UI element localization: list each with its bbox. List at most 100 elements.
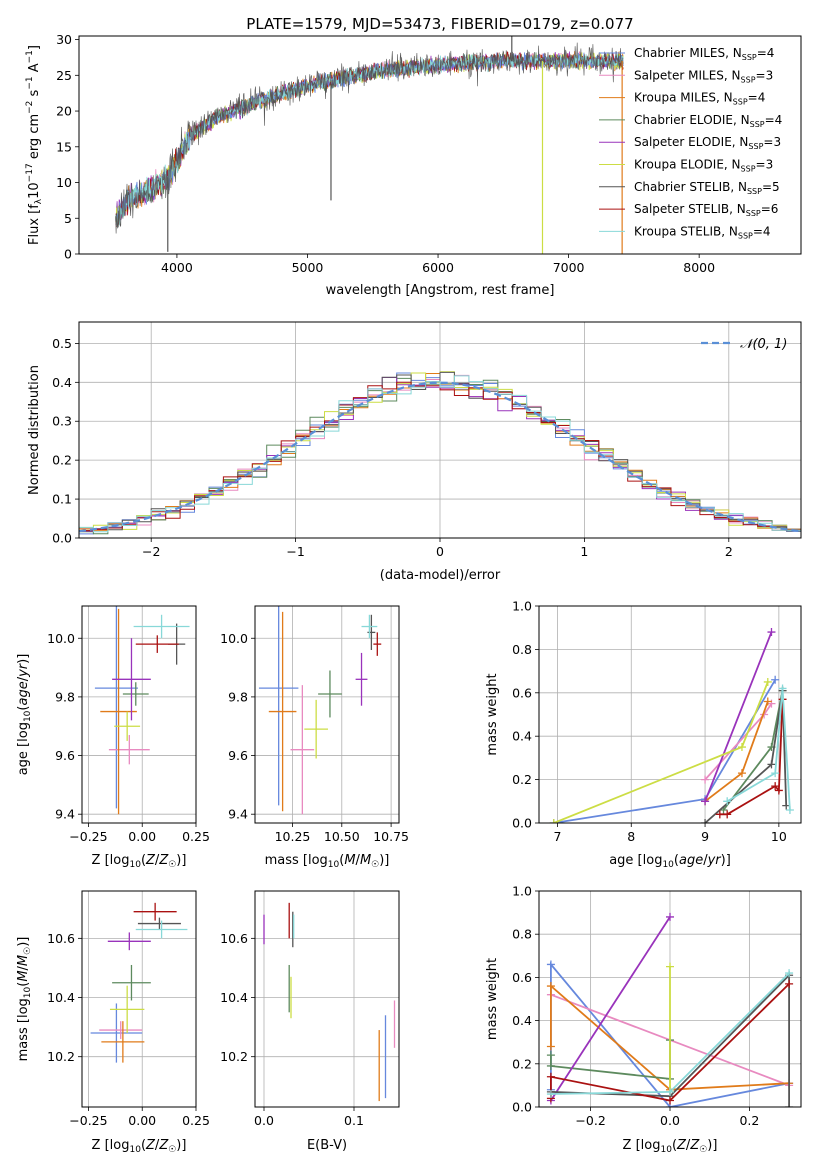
- errorbar-point-salpeter-miles: [290, 685, 315, 815]
- legend-entry: Salpeter ELODIE, NSSP=3: [634, 135, 781, 151]
- legend-entry: Chabrier STELIB, NSSP=5: [634, 180, 780, 196]
- weight-marker: [785, 969, 794, 978]
- y-tick-label: 0.0: [512, 1100, 532, 1115]
- x-tick-label: −1: [286, 544, 304, 559]
- weight-marker: [785, 979, 794, 988]
- x-tick-label: 8: [627, 829, 635, 844]
- axes-frame: [81, 605, 197, 824]
- axes-frame: [254, 605, 400, 824]
- hist-step-salpeter-stelib: [79, 381, 801, 532]
- errorbar-point-kroupa-miles: [100, 608, 137, 815]
- errorbar-point-salpeter-elodie: [355, 652, 368, 706]
- y-tick-label: 0.6: [512, 970, 532, 985]
- weight-marker: [778, 684, 787, 693]
- weight-line-chabrier-stelib: [550, 973, 790, 1107]
- y-axis-label: mass [log10(M/M☉)]: [16, 937, 33, 1062]
- weight-marker: [723, 810, 732, 819]
- y-tick-label: 30: [56, 32, 72, 47]
- x-tick-label: 10.75: [373, 829, 409, 844]
- x-tick-label: 0.25: [182, 1113, 210, 1128]
- errorbar-point-salpeter-miles: [99, 1021, 143, 1039]
- y-tick-label: 9.8: [55, 689, 75, 704]
- legend-entry: Kroupa ELODIE, NSSP=3: [634, 158, 773, 174]
- y-tick-label: 9.4: [228, 807, 248, 822]
- weight-marker: [737, 743, 746, 752]
- weight-marker: [723, 797, 732, 806]
- y-tick-label: 0.8: [512, 927, 532, 942]
- legend-entry: Salpeter MILES, NSSP=3: [634, 68, 773, 84]
- weight-marker: [546, 1042, 555, 1051]
- errorbar-point-chabrier-elodie: [122, 682, 149, 706]
- errorbar-point-kroupa-stelib: [133, 614, 190, 639]
- y-axis-label: Normed distribution: [27, 365, 42, 495]
- errorbar-point-kroupa-miles: [101, 1021, 145, 1063]
- errorbar-point-kroupa-stelib: [361, 614, 378, 639]
- x-tick-label: 1: [580, 544, 588, 559]
- x-tick-label: 0.00: [128, 829, 156, 844]
- x-axis-label: mass [log10(M/M☉)]: [265, 853, 390, 870]
- errorbar-point-salpeter-miles: [108, 735, 150, 765]
- spectrum-line-chabrier-stelib: [115, 42, 624, 234]
- errorbar-point-chabrier-miles: [90, 1003, 143, 1063]
- y-tick-label: 0.0: [52, 531, 72, 546]
- weight-marker: [771, 782, 780, 791]
- weight-marker: [666, 1087, 674, 1096]
- y-tick-label: 10.0: [220, 631, 248, 646]
- y-axis-label: mass weight: [485, 958, 500, 1040]
- y-axis-label: Flux [fλ10−17 erg cm−2 s−1 A−1]: [25, 45, 44, 245]
- y-tick-label: 0: [64, 247, 72, 262]
- weight-marker: [701, 797, 710, 806]
- y-tick-label: 0.5: [52, 336, 72, 351]
- x-tick-label: −0.25: [69, 829, 107, 844]
- legend-entry: Chabrier MILES, NSSP=4: [634, 46, 774, 62]
- y-tick-label: 0.6: [512, 685, 532, 700]
- weight-marker: [785, 805, 794, 814]
- weight-marker: [771, 769, 780, 778]
- errorbar-point-salpeter-elodie: [112, 638, 151, 721]
- weight-marker: [701, 819, 710, 823]
- y-tick-label: 10.6: [220, 931, 248, 946]
- plot-layer: 4000 5000 6000 7000 8000051015202530waveleng…: [16, 32, 802, 1155]
- y-tick-label: 15: [56, 139, 72, 154]
- errorbar-point-chabrier-stelib: [367, 614, 376, 650]
- x-axis-label: (data-model)/error: [380, 568, 501, 583]
- weight-marker: [715, 810, 724, 819]
- x-axis-label: Z [log10(Z/Z☉)]: [623, 1138, 718, 1155]
- legend-entry: Kroupa STELIB, NSSP=4: [634, 224, 771, 240]
- y-tick-label: 10.4: [220, 990, 248, 1005]
- x-tick-label: 7: [553, 829, 561, 844]
- y-axis-label: age [log10(age/yr)]: [16, 654, 33, 776]
- y-tick-label: 0.4: [512, 729, 532, 744]
- weight-marker: [546, 1072, 555, 1081]
- y-tick-label: 5: [64, 211, 72, 226]
- y-tick-label: 0.4: [512, 1013, 532, 1028]
- errorbar-point-chabrier-elodie: [112, 964, 151, 1001]
- x-tick-label: 0.00: [128, 1113, 156, 1128]
- y-tick-label: 10: [56, 175, 72, 190]
- weight-marker: [546, 1090, 555, 1099]
- weight-marker: [767, 628, 776, 637]
- axes-frame: [78, 321, 802, 539]
- x-tick-label: 0.1: [344, 1113, 364, 1128]
- x-tick-label: 0.25: [182, 829, 210, 844]
- x-tick-label: 0.0: [660, 1113, 680, 1128]
- weight-marker: [785, 1103, 794, 1107]
- x-tick-label: 7000: [553, 260, 585, 275]
- legend-entry: Salpeter STELIB, NSSP=6: [634, 202, 778, 218]
- errorbar-point-salpeter-stelib: [133, 902, 177, 921]
- x-tick-label: 10.50: [324, 829, 360, 844]
- x-axis-label: E(B-V): [307, 1138, 347, 1153]
- y-tick-label: 9.4: [55, 807, 75, 822]
- axes-3: [78, 606, 197, 827]
- errorbar-point-chabrier-stelib: [137, 917, 181, 930]
- y-tick-label: 1.0: [512, 884, 532, 899]
- y-tick-label: 20: [56, 104, 72, 119]
- y-tick-label: 0.8: [512, 642, 532, 657]
- figure-title: PLATE=1579, MJD=53473, FIBERID=0179, z=0…: [246, 15, 633, 33]
- y-tick-label: 0.4: [52, 375, 72, 390]
- x-tick-label: 4000: [161, 260, 193, 275]
- weight-marker: [767, 760, 776, 769]
- x-tick-label: 6000: [422, 260, 454, 275]
- hist-step-kroupa-stelib: [79, 375, 801, 533]
